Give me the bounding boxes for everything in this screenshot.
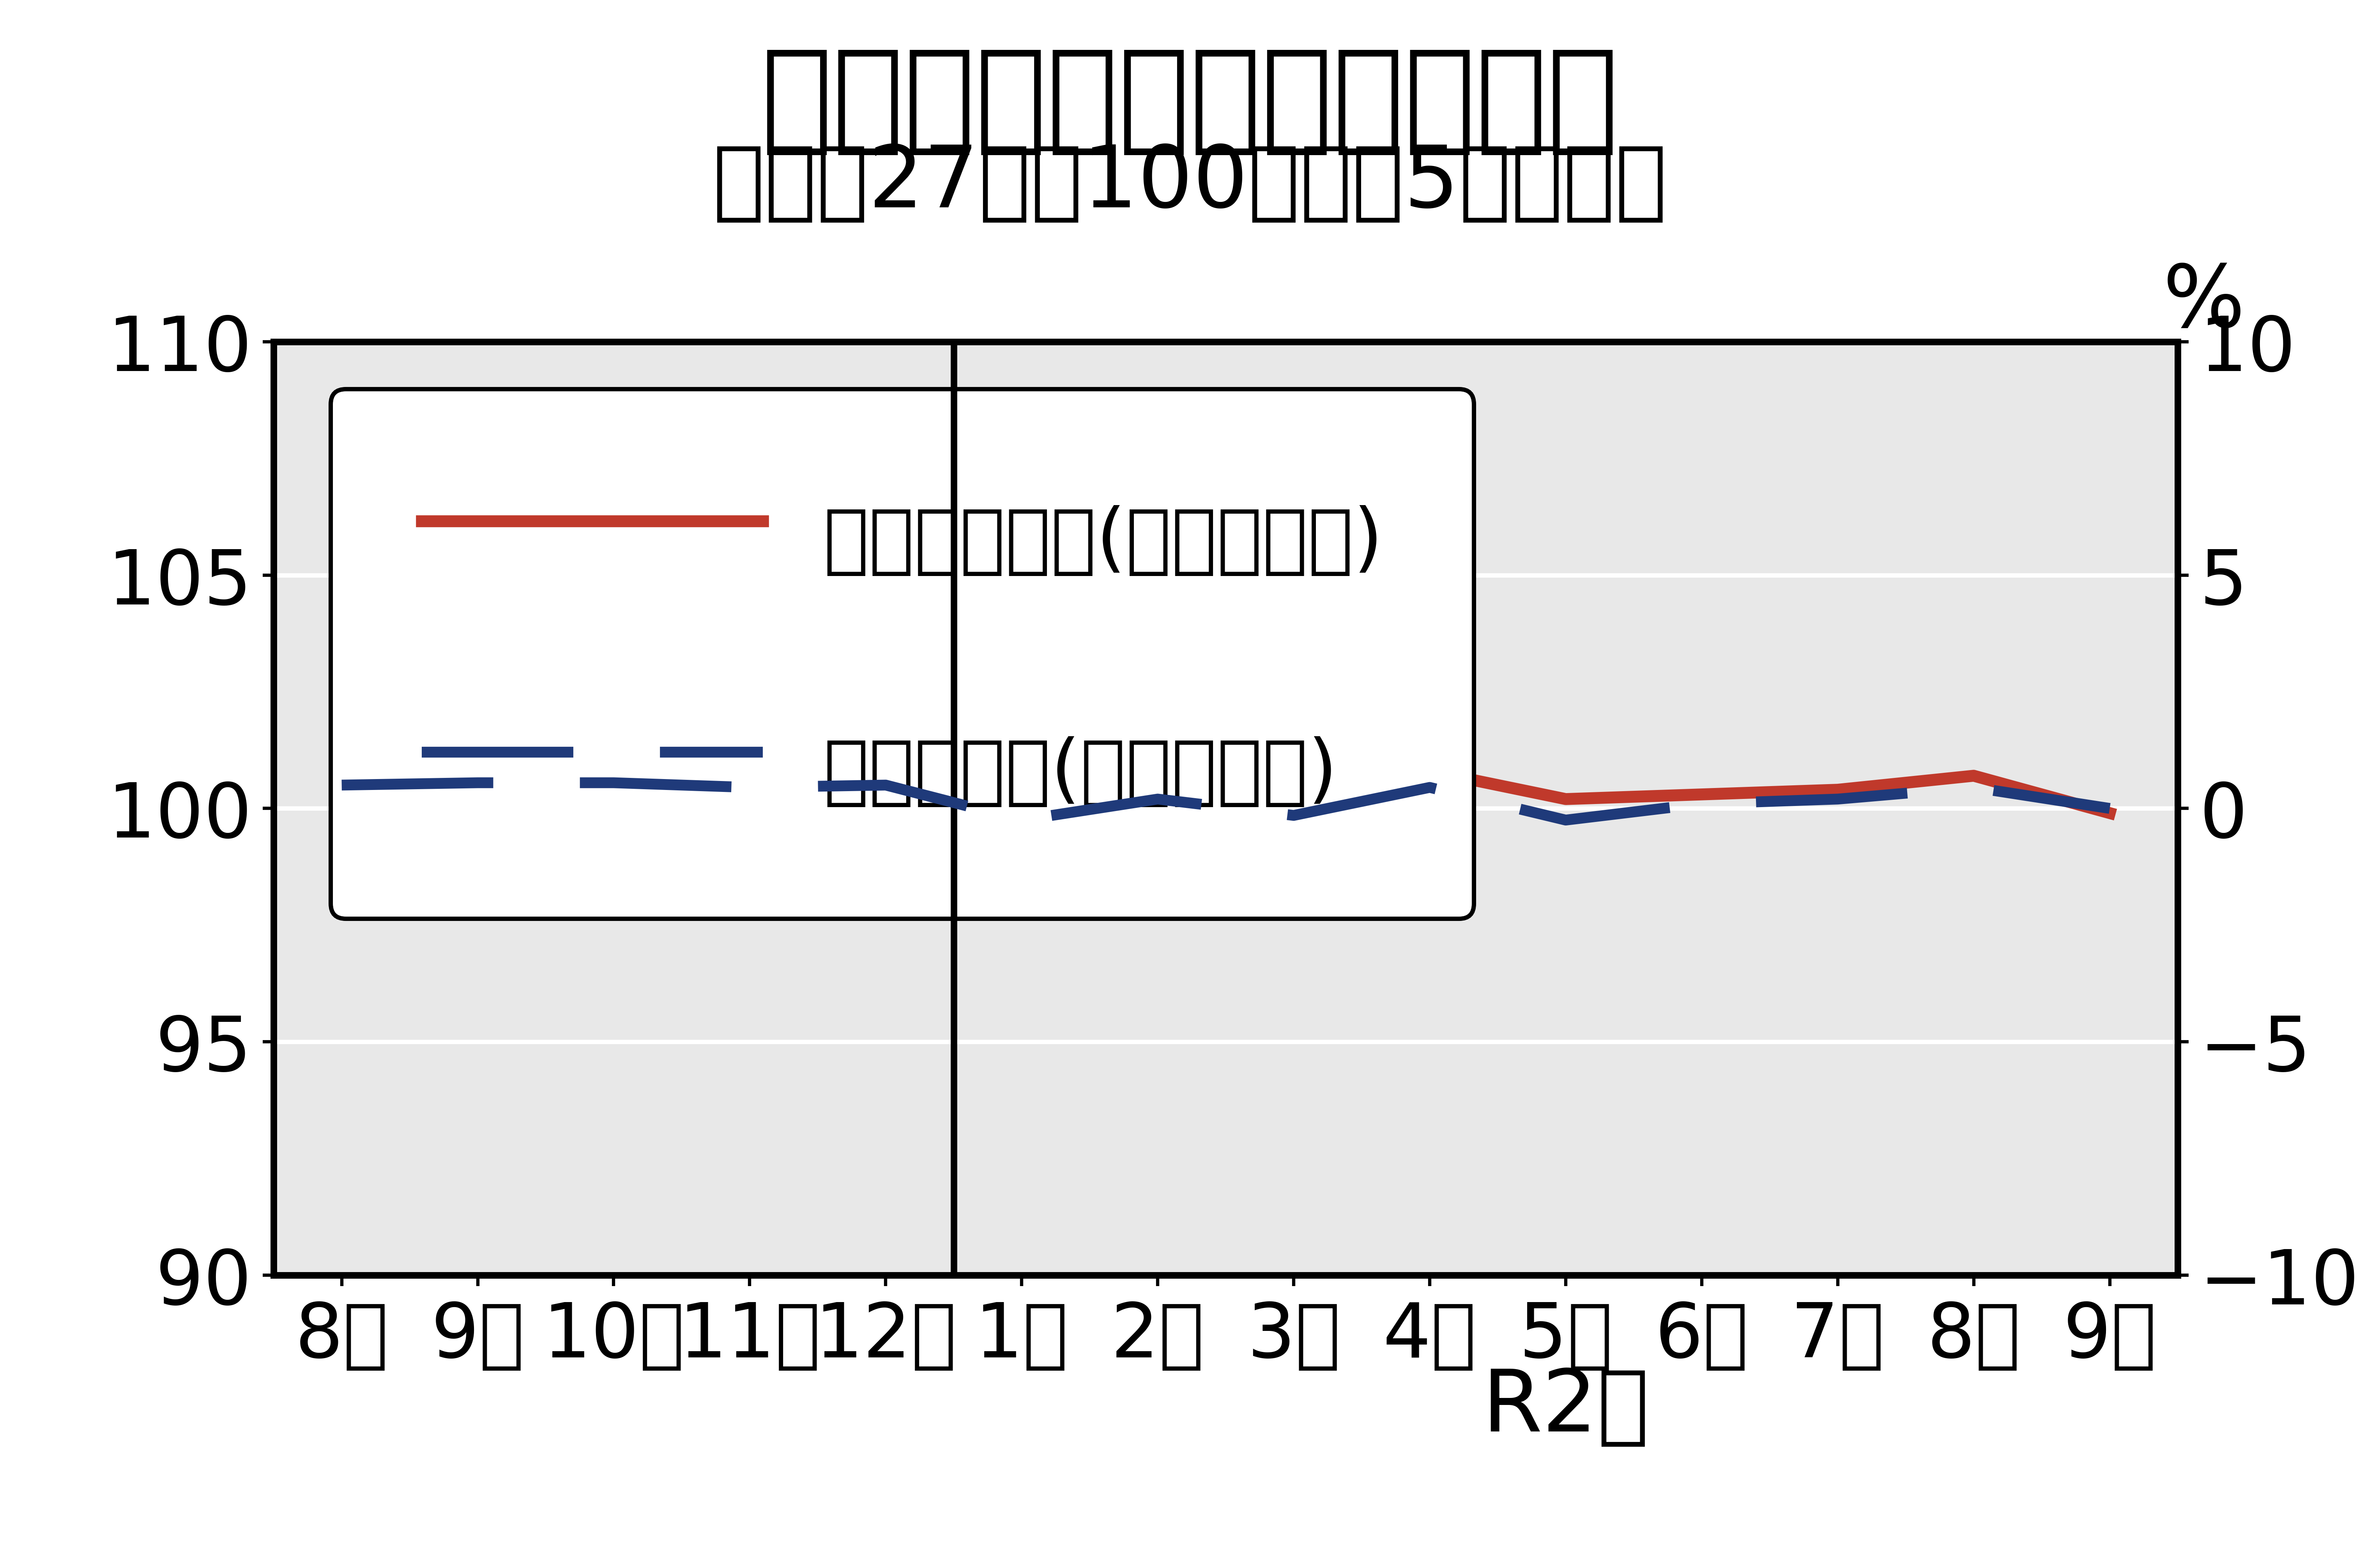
Text: 常用雇用指数、前年同月比: 常用雇用指数、前年同月比 xyxy=(762,44,1618,159)
Legend: 常用雇用指数(調査産業計), 調査産業計(前年同月比): 常用雇用指数(調査産業計), 調査産業計(前年同月比) xyxy=(331,389,1473,919)
Text: （平成27年＝100、規模5人以上）: （平成27年＝100、規模5人以上） xyxy=(712,142,1668,225)
Text: %: % xyxy=(2163,261,2244,345)
Text: R2年: R2年 xyxy=(1483,1365,1649,1449)
